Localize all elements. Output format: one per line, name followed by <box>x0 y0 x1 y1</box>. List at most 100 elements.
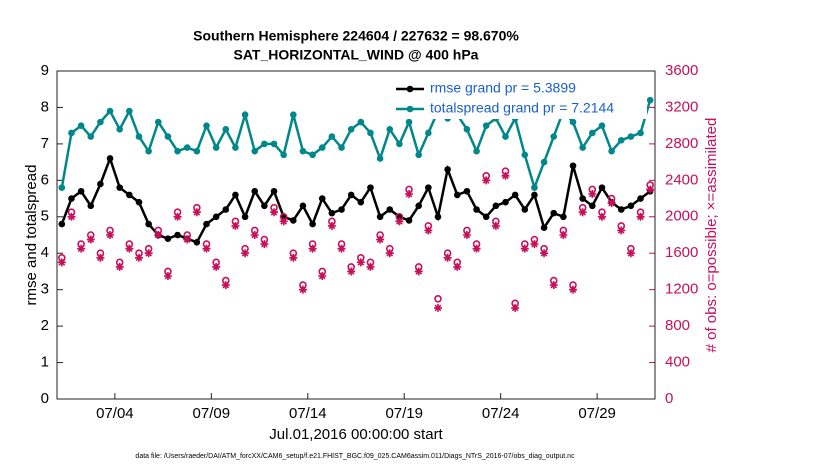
point <box>299 202 307 210</box>
point <box>77 187 85 195</box>
point <box>318 272 327 280</box>
point <box>87 133 95 140</box>
point <box>347 191 355 199</box>
point <box>261 140 268 148</box>
point <box>164 235 172 242</box>
point <box>376 213 384 221</box>
y-tick-label: 0 <box>41 390 49 407</box>
point <box>222 206 230 213</box>
point <box>68 129 75 137</box>
point <box>511 303 520 312</box>
legend-marker <box>406 85 414 93</box>
point <box>57 258 66 267</box>
point <box>58 220 66 228</box>
point <box>367 184 374 191</box>
point <box>126 107 133 115</box>
point <box>192 208 201 217</box>
point <box>578 208 587 217</box>
y2-tick-label: 3600 <box>665 62 698 79</box>
point <box>637 129 644 137</box>
point <box>607 199 616 208</box>
point <box>261 202 268 210</box>
point <box>106 231 115 239</box>
point <box>126 191 133 199</box>
y2-tick-label: 3200 <box>665 98 698 115</box>
point <box>193 238 201 246</box>
point <box>626 249 635 258</box>
point <box>86 235 95 244</box>
plot-frame <box>56 70 656 400</box>
point <box>617 136 625 144</box>
point <box>405 118 413 126</box>
y2-axis-label: # of obs: o=possible; ×=assimilated <box>703 118 720 353</box>
x-tick-label: 07/04 <box>96 405 134 422</box>
point <box>405 190 414 198</box>
point <box>482 213 490 221</box>
point <box>491 221 500 230</box>
point <box>106 155 114 162</box>
point <box>164 133 172 140</box>
point <box>531 191 538 199</box>
point <box>212 262 221 271</box>
point <box>395 217 404 226</box>
point <box>299 147 307 155</box>
point <box>414 267 423 276</box>
point <box>270 208 279 217</box>
point <box>415 151 422 159</box>
point <box>68 195 75 202</box>
point <box>280 151 287 159</box>
point <box>540 224 548 232</box>
point <box>472 244 481 253</box>
chart-subtitle: SAT_HORIZONTAL_WIND @ 400 hPa <box>234 47 479 63</box>
y2-tick-label: 800 <box>665 317 690 334</box>
point <box>569 118 577 126</box>
point <box>97 180 104 188</box>
point <box>327 221 336 230</box>
y2-tick-label: 1600 <box>665 244 698 261</box>
point <box>617 206 625 213</box>
point <box>347 267 356 276</box>
x-axis-label: Jul.01,2016 00:00:00 start <box>269 426 443 443</box>
point <box>338 144 345 151</box>
point <box>58 184 66 191</box>
legend-marker <box>406 105 414 113</box>
point <box>434 213 442 221</box>
point <box>521 206 529 213</box>
point <box>425 184 432 191</box>
point <box>279 217 288 226</box>
point <box>502 133 509 140</box>
point <box>627 133 635 140</box>
point <box>183 235 192 244</box>
point <box>318 195 326 202</box>
point <box>193 147 201 155</box>
point <box>289 253 298 262</box>
point <box>318 144 326 151</box>
point <box>134 253 143 262</box>
point <box>482 176 491 185</box>
chart-title: Southern Hemisphere 224604 / 227632 = 98… <box>193 28 519 44</box>
point <box>550 133 558 140</box>
point <box>203 220 210 228</box>
legend-label: rmse grand pr = 5.3899 <box>430 80 576 96</box>
point <box>589 129 596 137</box>
y2-tick-label: 400 <box>665 354 690 371</box>
point <box>251 187 259 195</box>
point <box>482 122 490 129</box>
point <box>290 111 297 119</box>
x-tick-label: 07/19 <box>385 405 423 422</box>
point <box>77 122 85 129</box>
point <box>627 202 635 210</box>
footnote: data file: /Users/raeder/DAI/ATM_forcXX/… <box>135 453 575 460</box>
y-axis-label: rmse and totalspread <box>23 165 40 306</box>
legend-label: totalspread grand pr = 7.2144 <box>430 100 614 116</box>
point <box>232 191 239 199</box>
point <box>579 144 586 151</box>
point <box>298 285 307 294</box>
point <box>212 144 220 151</box>
point <box>376 155 384 162</box>
point <box>444 166 451 173</box>
x-tick-label: 07/14 <box>289 405 327 422</box>
point <box>212 213 220 221</box>
y-tick-label: 2 <box>41 317 49 334</box>
